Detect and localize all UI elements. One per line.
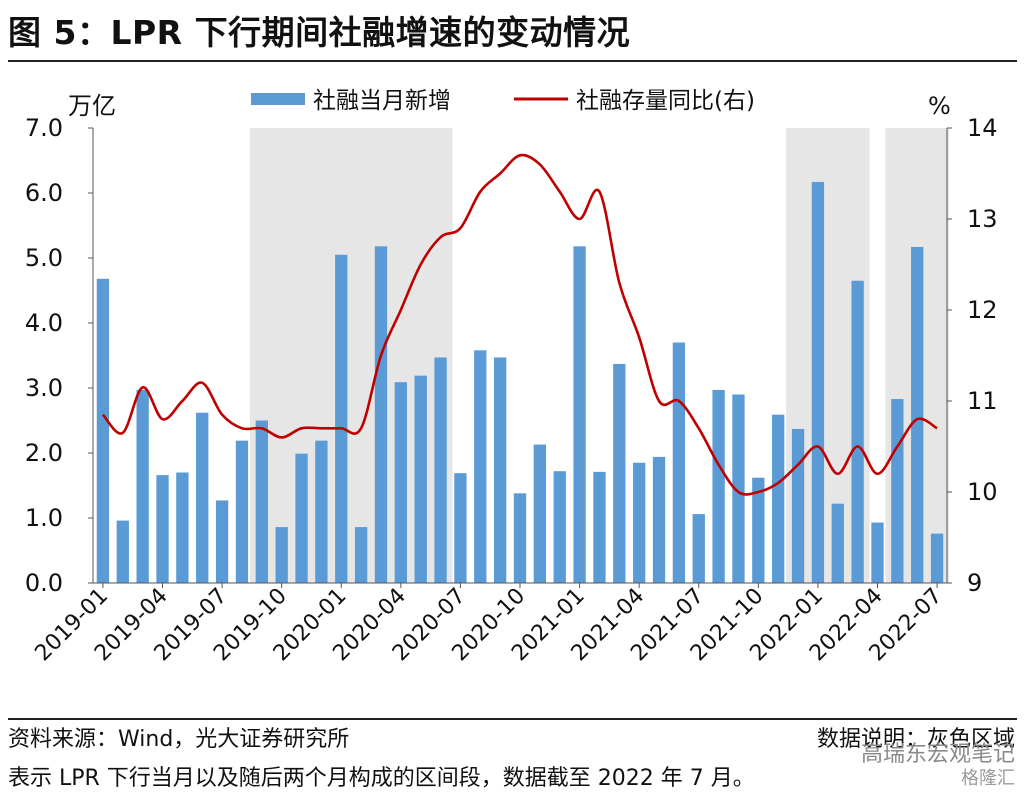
bar-2021-10 <box>752 477 765 583</box>
bar-2020-02 <box>354 527 368 583</box>
title-rule <box>8 60 1017 62</box>
bar-2022-02 <box>831 503 844 583</box>
bar-2021-04 <box>633 462 646 583</box>
bar-2022-07 <box>930 533 944 583</box>
bar-2019-08 <box>235 440 249 583</box>
right-unit-label: % <box>928 92 951 120</box>
bar-2019-06 <box>196 412 209 583</box>
bar-2019-09 <box>255 420 268 583</box>
left-unit-label: 万亿 <box>68 92 116 120</box>
bar-2021-11 <box>772 414 785 583</box>
right-tick-label: 10 <box>967 478 998 506</box>
left-tick-label: 4.0 <box>25 309 63 337</box>
bar-2019-07 <box>215 500 229 583</box>
bar-2019-04 <box>156 475 169 583</box>
bar-2020-12 <box>553 471 566 583</box>
left-tick-label: 0.0 <box>25 569 63 597</box>
right-tick-label: 13 <box>967 205 998 233</box>
bar-2020-11 <box>533 444 547 583</box>
watermark: 高瑞东宏观笔记 <box>860 742 1015 767</box>
source-note: 资料来源：Wind，光大证券研究所 <box>8 727 350 752</box>
bar-2021-09 <box>732 394 745 583</box>
left-tick-label: 1.0 <box>25 504 63 532</box>
bar-2021-06 <box>672 342 686 583</box>
bar-2020-06 <box>434 357 447 583</box>
right-tick-label: 12 <box>967 296 998 324</box>
bar-2019-11 <box>295 453 308 583</box>
bar-2020-03 <box>374 246 388 584</box>
bar-2022-03 <box>851 280 864 583</box>
bar-2022-06 <box>911 246 924 583</box>
right-tick-label: 9 <box>967 569 982 597</box>
legend-line-label: 社融存量同比(右) <box>576 88 755 114</box>
right-tick-label: 11 <box>967 387 998 415</box>
right-tick-label: 14 <box>967 114 998 142</box>
footer-rule <box>8 718 1017 720</box>
legend-bar-swatch <box>251 93 305 105</box>
watermark-2: 格隆汇 <box>961 768 1015 789</box>
bar-2020-05 <box>414 375 427 583</box>
bar-2020-07 <box>454 473 467 583</box>
bar-2021-07 <box>692 514 705 583</box>
data-note-line2: 表示 LPR 下行当月以及随后两个月构成的区间段，数据截至 2022 年 7 月… <box>8 766 755 791</box>
bar-2020-10 <box>513 493 527 583</box>
data-note: 数据说明：灰色区域 <box>816 727 1015 752</box>
bar-2020-09 <box>493 357 507 583</box>
bar-2021-03 <box>613 363 626 583</box>
bar-2021-01 <box>573 246 586 584</box>
bar-2022-04 <box>871 522 884 583</box>
left-tick-label: 7.0 <box>25 114 63 142</box>
bar-2021-08 <box>712 389 725 583</box>
bar-2022-01 <box>811 181 825 583</box>
bar-2019-02 <box>116 520 129 583</box>
bar-2022-05 <box>891 399 904 583</box>
bar-2021-02 <box>593 471 606 583</box>
bar-2020-01 <box>335 254 348 583</box>
bar-2020-04 <box>394 382 407 583</box>
figure-title: 图 5：LPR 下行期间社融增速的变动情况 <box>8 13 631 52</box>
left-tick-label: 6.0 <box>25 179 63 207</box>
bar-2021-12 <box>791 428 805 583</box>
bar-2019-03 <box>136 389 149 583</box>
legend-bar-label: 社融当月新增 <box>313 88 451 114</box>
left-tick-label: 2.0 <box>25 439 63 467</box>
left-tick-label: 3.0 <box>25 374 63 402</box>
bar-2019-01 <box>96 278 110 583</box>
bar-2019-10 <box>275 527 288 583</box>
line-social-financing-yoy <box>101 153 938 496</box>
left-tick-label: 5.0 <box>25 244 63 272</box>
bar-2021-05 <box>652 456 666 583</box>
bar-2019-12 <box>315 440 328 583</box>
bar-2020-08 <box>474 350 487 583</box>
bar-2019-05 <box>176 472 189 583</box>
